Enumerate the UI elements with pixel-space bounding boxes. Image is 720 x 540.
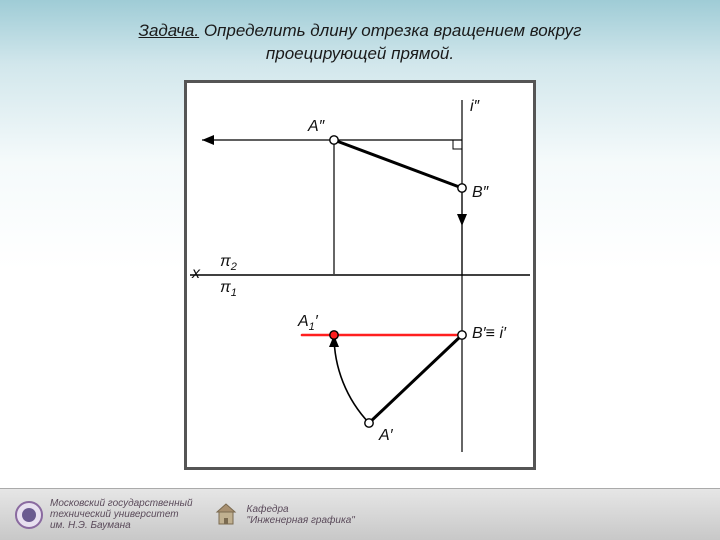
label-x: x: [192, 265, 200, 283]
building-icon: [211, 500, 241, 530]
uni-line3: им. Н.Э. Баумана: [50, 520, 193, 531]
label-A2: A″: [308, 118, 324, 136]
footer-bar: Московский государственный технический у…: [0, 488, 720, 540]
university-crest-icon: [14, 500, 44, 530]
dept-line2: "Инженерная графика": [247, 515, 355, 526]
university-text: Московский государственный технический у…: [50, 498, 193, 531]
footer-university: Московский государственный технический у…: [14, 498, 193, 531]
uni-line2: технический университет: [50, 509, 193, 520]
label-A1rot: A1′: [298, 313, 318, 333]
footer-department: Кафедра "Инженерная графика": [211, 500, 355, 530]
label-A1: A′: [379, 427, 393, 445]
department-text: Кафедра "Инженерная графика": [247, 504, 355, 526]
label-B1eq: B′≡ i′: [472, 325, 506, 343]
label-pi2: π2: [220, 253, 237, 273]
dept-line1: Кафедра: [247, 504, 355, 515]
label-B2: B″: [472, 184, 488, 202]
diagram-svg: [0, 0, 720, 540]
label-pi1: π1: [220, 279, 237, 299]
uni-line1: Московский государственный: [50, 498, 193, 509]
label-i2: i″: [470, 98, 479, 116]
